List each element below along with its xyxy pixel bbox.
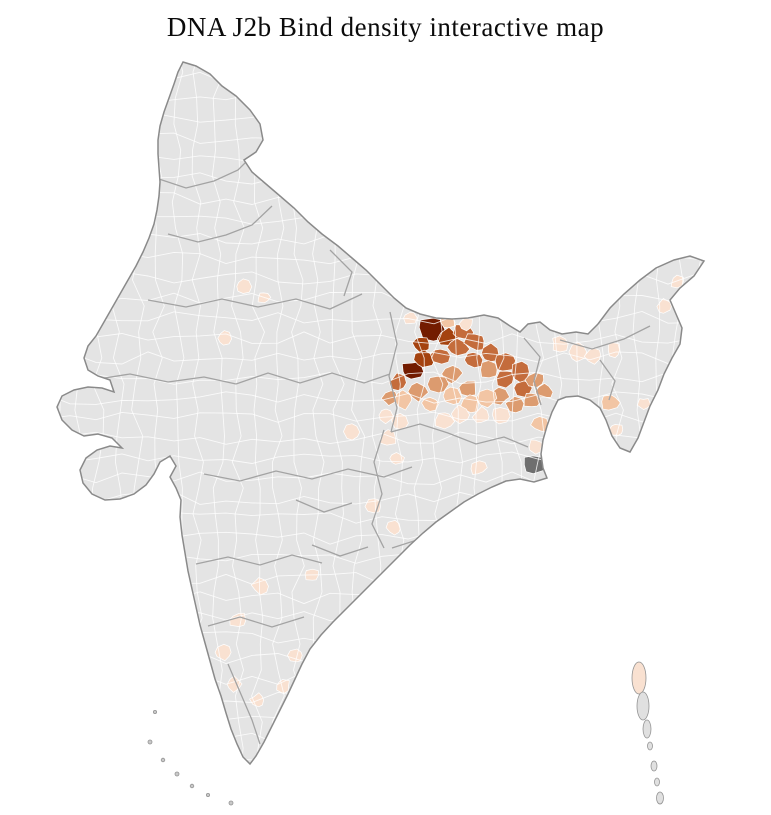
nicobar-island[interactable] (650, 760, 658, 772)
lakshadweep-island[interactable] (160, 757, 166, 763)
district-shape[interactable] (304, 568, 319, 581)
lakshadweep-island[interactable] (189, 783, 195, 789)
lakshadweep-island[interactable] (205, 793, 210, 798)
map-title: DNA J2b Bind density interactive map (166, 12, 605, 42)
nicobar-island[interactable] (654, 777, 660, 787)
lakshadweep-island[interactable] (174, 771, 180, 777)
district-shape[interactable] (492, 407, 511, 425)
andaman-island[interactable] (642, 719, 652, 739)
district-shape[interactable] (287, 648, 303, 663)
andaman-island[interactable] (631, 661, 647, 695)
district-shape[interactable] (430, 348, 451, 365)
district-shape[interactable] (480, 360, 498, 379)
district-shape[interactable] (440, 313, 456, 329)
nicobar-island[interactable] (656, 791, 664, 805)
andaman-island[interactable] (636, 691, 650, 721)
lakshadweep-island[interactable] (228, 800, 234, 806)
lakshadweep-island[interactable] (152, 710, 157, 715)
district-shape[interactable] (523, 455, 545, 475)
lakshadweep-island[interactable] (147, 739, 153, 745)
andaman-island[interactable] (647, 741, 653, 751)
islands[interactable] (147, 661, 664, 806)
